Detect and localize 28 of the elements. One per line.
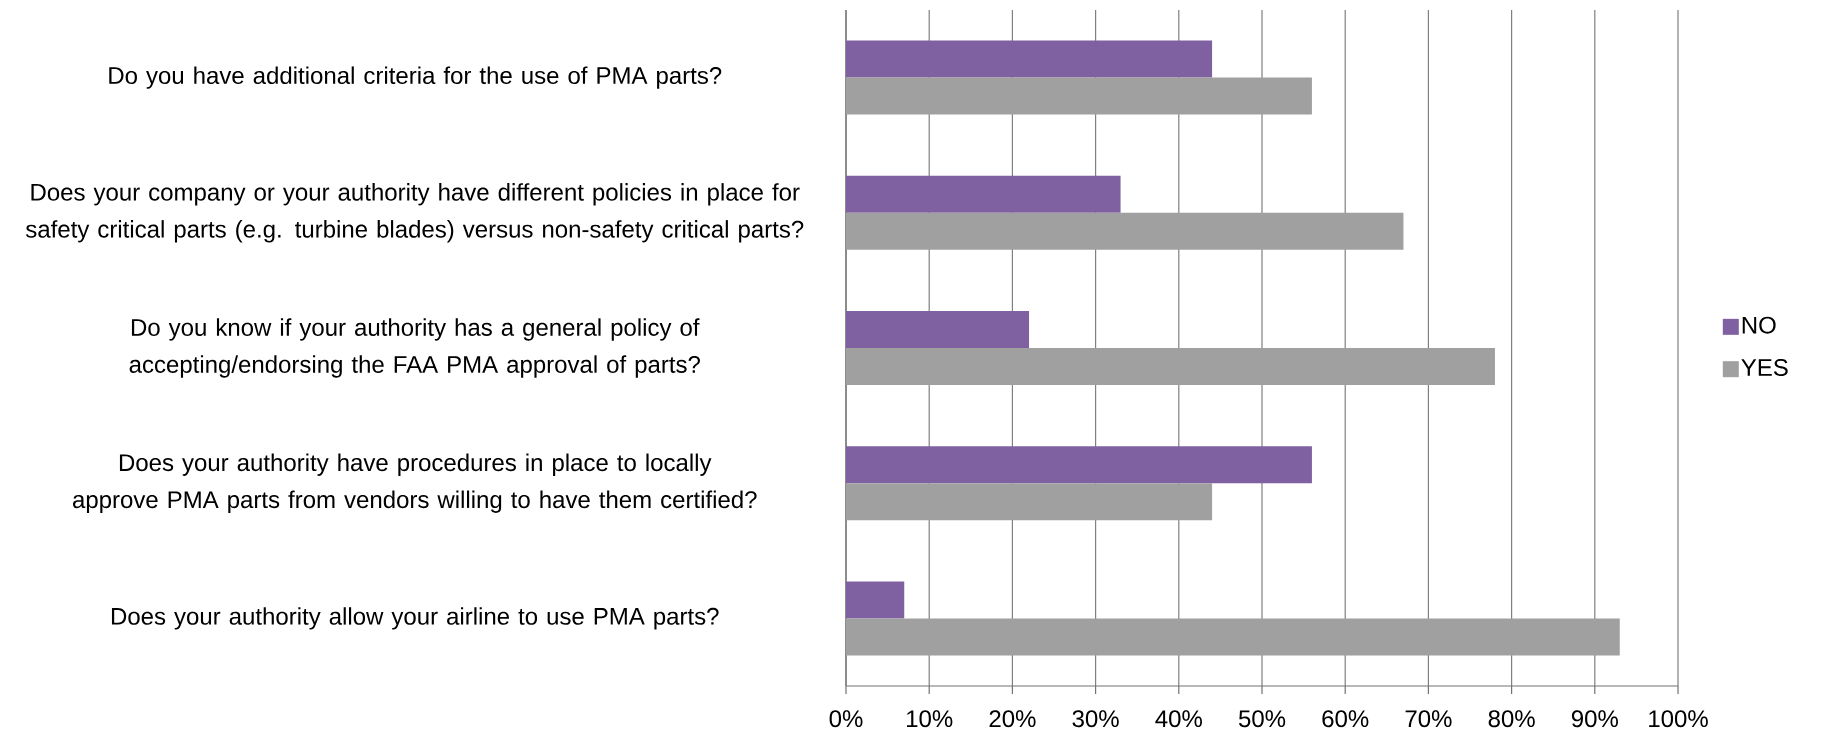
y-tick-label: Does your authority allow your airline to use PMA parts? (111, 607, 719, 630)
x-tick-label: 50% (1238, 710, 1286, 728)
x-tick-label: 60% (1322, 710, 1369, 728)
y-tick-label: Do you have additional criteria for the use of PMA parts? (109, 66, 722, 89)
x-tick-label: 80% (1488, 710, 1535, 728)
bar (846, 483, 1213, 521)
y-tick-label: Do you know if your authority has a general policy of accepting/endorsing the FAA PMA approval of parts? (129, 318, 700, 378)
legend-label: YES (1741, 358, 1788, 376)
x-tick-label: 30% (1072, 710, 1119, 728)
x-tick-label: 90% (1571, 710, 1618, 728)
x-tick-label: 20% (989, 710, 1036, 728)
x-tick-label: 100% (1649, 710, 1708, 728)
bar (846, 311, 1030, 349)
y-tick-label: Does your company or your authority have different policies in place for safety critical parts (e.g. turbine blades) versus non-safety critical parts? (25, 183, 804, 243)
y-tick-label: Does your authority have procedures in place to locally approve PMA parts from vendors willing to have them certified? (73, 453, 757, 513)
bar (846, 446, 1312, 484)
bar (846, 348, 1495, 386)
bar (846, 40, 1213, 78)
bar (846, 581, 905, 619)
bar (846, 618, 1620, 656)
x-tick-label: 0% (829, 710, 863, 728)
x-tick-label: 10% (907, 710, 953, 728)
bar (846, 77, 1312, 115)
x-tick-label: 40% (1155, 710, 1202, 728)
bar (846, 212, 1404, 250)
x-tick-label: 70% (1405, 710, 1452, 728)
legend-label: NO (1742, 316, 1776, 334)
bar (846, 175, 1121, 213)
